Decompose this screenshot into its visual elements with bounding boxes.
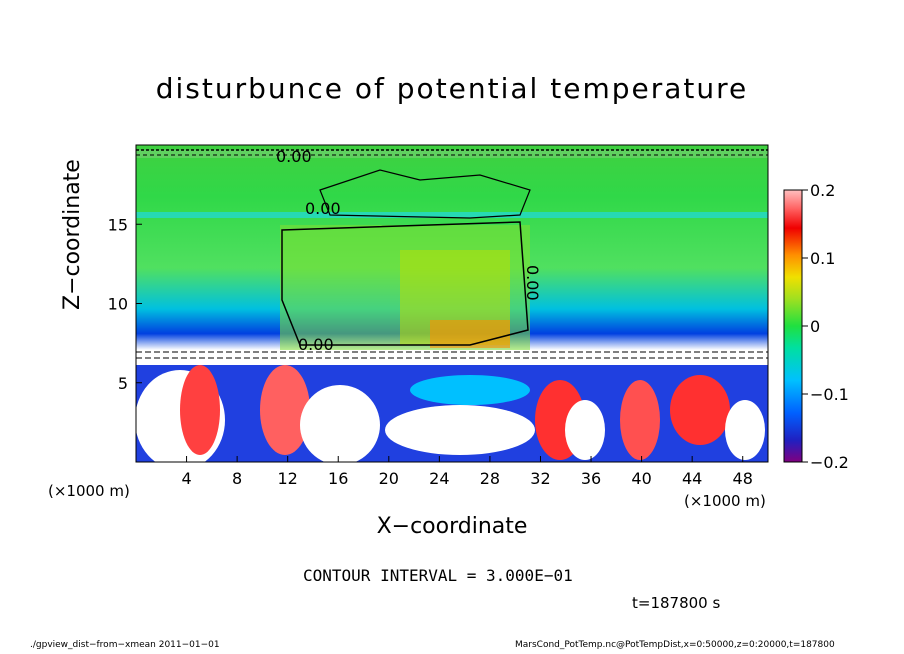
colorbar-tick-label: 0.1 [810,249,835,268]
footer-right: MarsCond_PotTemp.nc@PotTempDist,x=0:5000… [515,640,835,650]
time-label: t=187800 s [632,594,721,612]
y-tick-label: 10 [108,295,128,314]
x-axis-label: X−coordinate [376,514,528,539]
x-tick-label: 12 [278,469,298,488]
chart-title: disturbunce of potential temperature [155,72,749,105]
x-unit-label-left: (×1000 m) [48,482,130,500]
contour-interval-label: CONTOUR INTERVAL = 3.000E−01 [303,566,573,585]
contour-label: 0.00 [523,265,542,301]
x-tick-label: 40 [631,469,651,488]
colorbar-tick-label: 0 [810,317,820,336]
x-tick-label: 20 [379,469,399,488]
contour-label: 0.00 [298,335,334,354]
y-tick-label: 15 [108,215,128,234]
x-tick-label: 4 [181,469,191,488]
colorbar-axis: 0.2 0.1 0 −0.1 −0.2 [802,181,849,472]
x-tick-label: 48 [733,469,753,488]
x-tick-label: 16 [328,469,348,488]
y-axis: 5 10 15 [108,215,142,393]
contour-label: 0.00 [276,147,312,166]
x-tick-label: 28 [480,469,500,488]
colorbar-tick-label: −0.1 [810,385,849,404]
footer-left: ./gpview_dist−from−xmean 2011−01−01 [30,640,220,650]
colorbar-tick-label: 0.2 [810,181,835,200]
y-axis-label: Z−coordinate [60,159,85,310]
heatmap-field [136,145,768,462]
x-tick-label: 36 [581,469,601,488]
x-axis: 4 8 12 16 20 24 28 32 36 40 44 48 [181,456,753,488]
y-tick-label: 5 [118,374,128,393]
colorbar [783,189,803,463]
x-tick-label: 24 [429,469,449,488]
x-tick-label: 32 [530,469,550,488]
colorbar-tick-label: −0.2 [810,453,849,472]
contour-label: 0.00 [305,199,341,218]
x-unit-label-right: (×1000 m) [684,492,766,510]
x-tick-label: 8 [232,469,242,488]
x-tick-label: 44 [682,469,702,488]
